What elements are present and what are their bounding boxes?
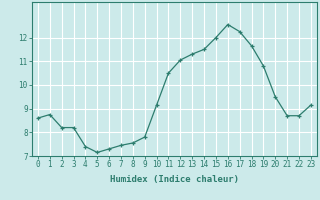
X-axis label: Humidex (Indice chaleur): Humidex (Indice chaleur) xyxy=(110,175,239,184)
